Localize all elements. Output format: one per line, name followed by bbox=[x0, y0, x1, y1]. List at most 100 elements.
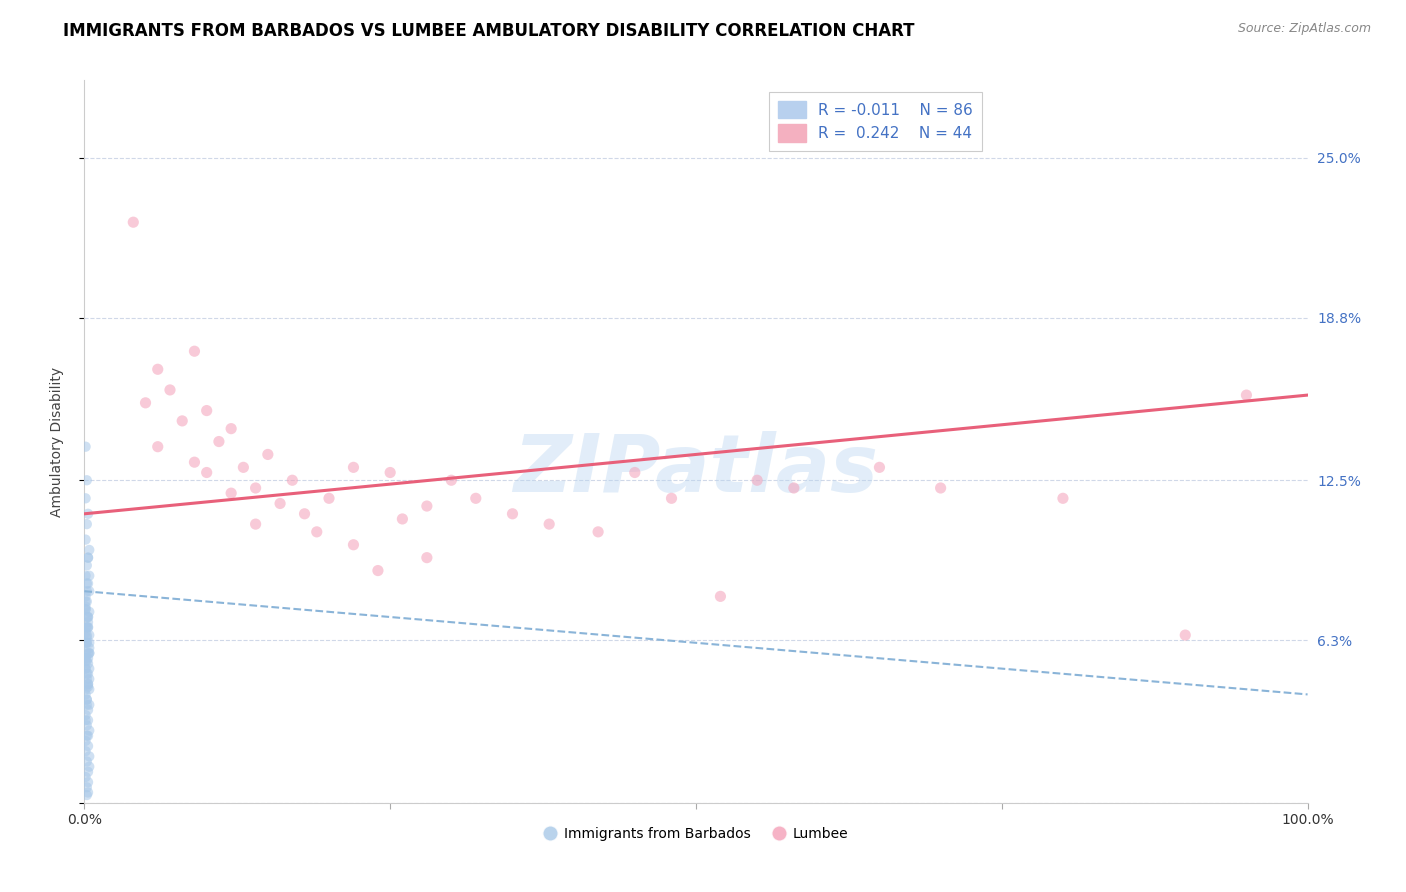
Point bbox=[77, 775, 100, 789]
Point bbox=[77, 682, 100, 697]
Text: IMMIGRANTS FROM BARBADOS VS LUMBEE AMBULATORY DISABILITY CORRELATION CHART: IMMIGRANTS FROM BARBADOS VS LUMBEE AMBUL… bbox=[63, 22, 915, 40]
Point bbox=[929, 481, 952, 495]
Point bbox=[783, 481, 806, 495]
Point bbox=[76, 558, 98, 573]
Point bbox=[183, 455, 205, 469]
Point bbox=[76, 594, 98, 608]
Point bbox=[75, 708, 97, 723]
Point bbox=[77, 739, 100, 753]
Point bbox=[77, 640, 100, 655]
Point bbox=[75, 568, 97, 582]
Point bbox=[75, 770, 97, 784]
Point bbox=[77, 615, 100, 630]
Point bbox=[77, 550, 100, 565]
Point bbox=[77, 749, 100, 764]
Point bbox=[281, 473, 304, 487]
Point bbox=[245, 481, 267, 495]
Point bbox=[75, 440, 97, 454]
Point bbox=[76, 636, 98, 650]
Point bbox=[305, 524, 328, 539]
Point bbox=[146, 362, 169, 376]
Point bbox=[75, 594, 97, 608]
Point bbox=[77, 662, 100, 676]
Point bbox=[624, 466, 647, 480]
Point bbox=[75, 590, 97, 604]
Point bbox=[77, 620, 100, 634]
Point bbox=[77, 646, 100, 660]
Point bbox=[77, 628, 100, 642]
Point bbox=[269, 496, 291, 510]
Point bbox=[76, 654, 98, 668]
Point bbox=[342, 460, 364, 475]
Point bbox=[146, 440, 169, 454]
Point bbox=[1236, 388, 1258, 402]
Point bbox=[77, 672, 100, 686]
Point bbox=[77, 620, 100, 634]
Point bbox=[75, 602, 97, 616]
Point bbox=[75, 533, 97, 547]
Point bbox=[77, 605, 100, 619]
Point bbox=[75, 713, 97, 727]
Point bbox=[77, 785, 100, 799]
Point bbox=[76, 517, 98, 532]
Point bbox=[77, 636, 100, 650]
Point bbox=[416, 499, 439, 513]
Point bbox=[159, 383, 181, 397]
Point bbox=[75, 682, 97, 697]
Point bbox=[77, 568, 100, 582]
Point bbox=[76, 692, 98, 706]
Point bbox=[77, 677, 100, 691]
Point bbox=[76, 610, 98, 624]
Point bbox=[76, 628, 98, 642]
Point bbox=[709, 590, 731, 604]
Point bbox=[77, 576, 100, 591]
Text: Source: ZipAtlas.com: Source: ZipAtlas.com bbox=[1237, 22, 1371, 36]
Point bbox=[219, 486, 242, 500]
Point bbox=[76, 666, 98, 681]
Point bbox=[77, 723, 100, 738]
Point bbox=[869, 460, 891, 475]
Point bbox=[416, 550, 439, 565]
Point bbox=[75, 625, 97, 640]
Point bbox=[367, 564, 389, 578]
Point bbox=[208, 434, 231, 449]
Point bbox=[77, 542, 100, 557]
Y-axis label: Ambulatory Disability: Ambulatory Disability bbox=[49, 367, 63, 516]
Point bbox=[245, 517, 267, 532]
Point bbox=[538, 517, 561, 532]
Point bbox=[75, 599, 97, 614]
Point bbox=[76, 576, 98, 591]
Point bbox=[76, 780, 98, 795]
Point bbox=[77, 713, 100, 727]
Point bbox=[76, 729, 98, 743]
Point bbox=[183, 344, 205, 359]
Point bbox=[75, 602, 97, 616]
Point bbox=[77, 507, 100, 521]
Point bbox=[75, 620, 97, 634]
Point bbox=[77, 610, 100, 624]
Point bbox=[77, 610, 100, 624]
Point bbox=[232, 460, 254, 475]
Point bbox=[77, 550, 100, 565]
Point bbox=[76, 692, 98, 706]
Point bbox=[294, 507, 316, 521]
Point bbox=[380, 466, 402, 480]
Point bbox=[1174, 628, 1197, 642]
Point bbox=[76, 718, 98, 732]
Legend: Immigrants from Barbados, Lumbee: Immigrants from Barbados, Lumbee bbox=[538, 822, 853, 847]
Point bbox=[76, 473, 98, 487]
Point bbox=[342, 538, 364, 552]
Point bbox=[75, 636, 97, 650]
Point bbox=[195, 403, 218, 417]
Point bbox=[1052, 491, 1074, 506]
Point bbox=[75, 491, 97, 506]
Point bbox=[77, 698, 100, 712]
Point bbox=[76, 755, 98, 769]
Point bbox=[77, 760, 100, 774]
Point bbox=[661, 491, 683, 506]
Point bbox=[76, 636, 98, 650]
Text: ZIPatlas: ZIPatlas bbox=[513, 432, 879, 509]
Point bbox=[77, 666, 100, 681]
Point bbox=[75, 662, 97, 676]
Point bbox=[122, 215, 145, 229]
